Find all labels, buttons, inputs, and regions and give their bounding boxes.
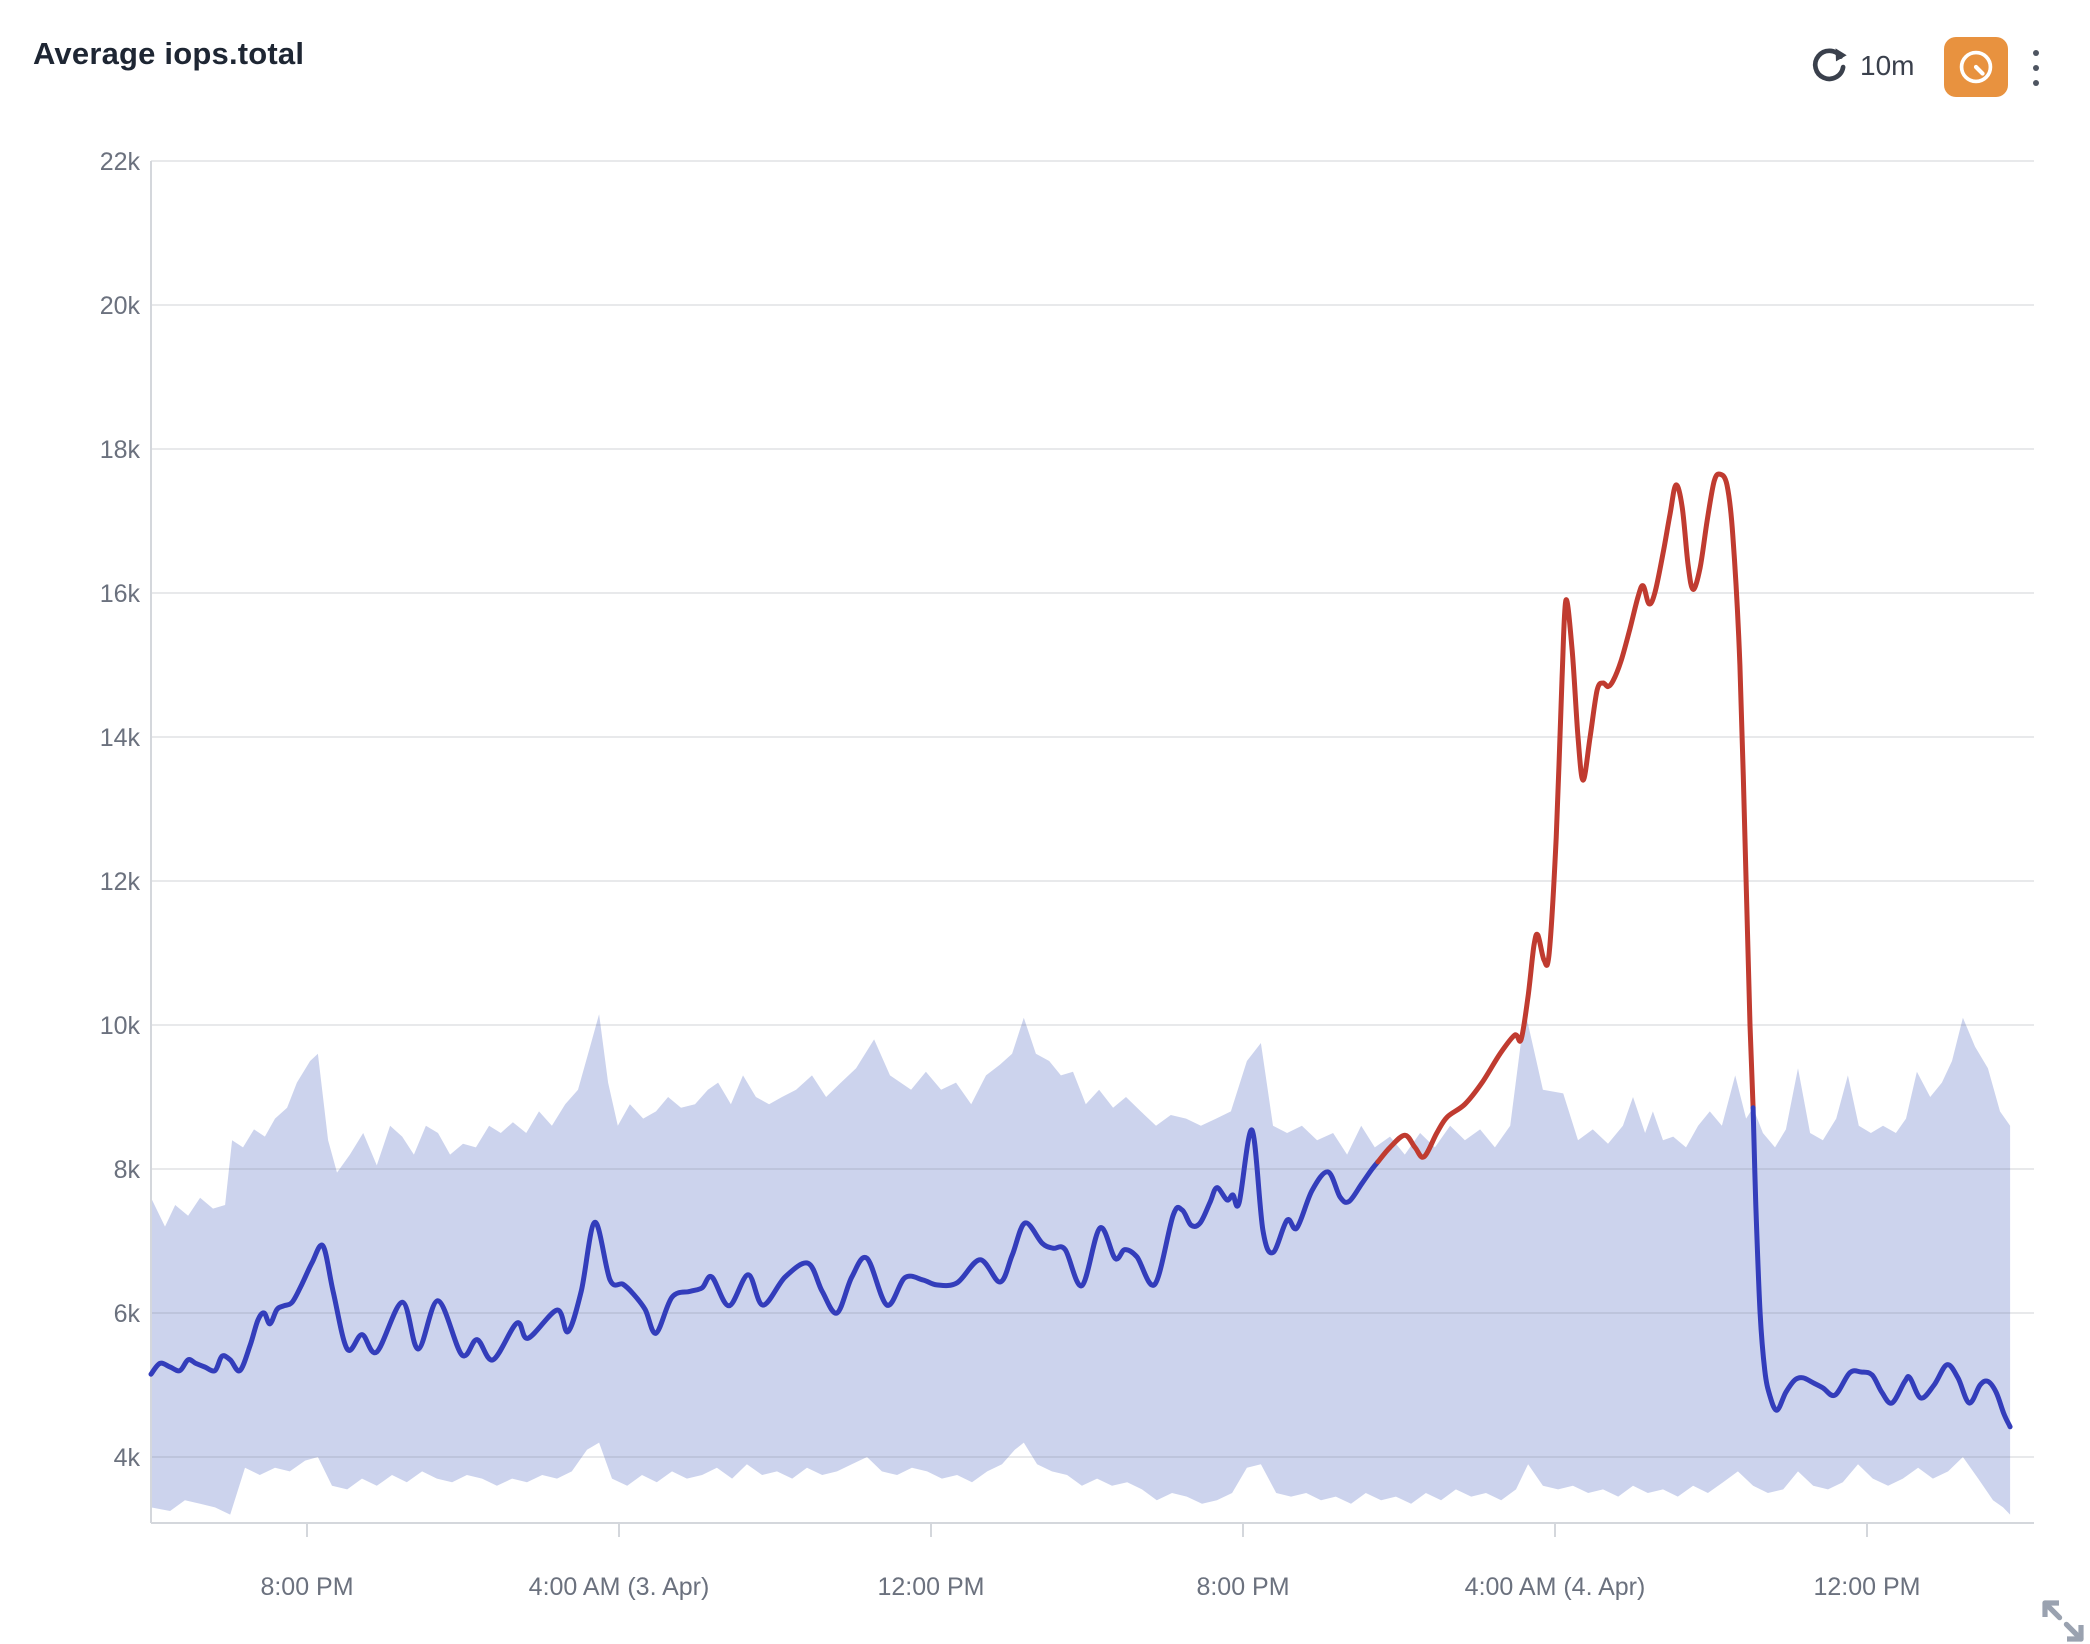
y-tick-label: 20k <box>100 292 141 320</box>
kebab-menu-icon <box>2033 80 2039 86</box>
y-tick-label: 8k <box>114 1156 141 1184</box>
expand-icon <box>2042 1600 2084 1642</box>
y-tick-label: 10k <box>100 1012 141 1040</box>
x-tick-label: 8:00 PM <box>1196 1573 1289 1601</box>
anomaly-line <box>1375 471 1756 1165</box>
x-tick-label: 12:00 PM <box>877 1573 984 1601</box>
x-tick-label: 8:00 PM <box>260 1573 353 1601</box>
expand-button[interactable] <box>2038 1598 2088 1644</box>
x-tick-label: 4:00 AM (3. Apr) <box>529 1573 710 1601</box>
y-tick-label: 4k <box>114 1444 141 1472</box>
actual-before-anomaly-line <box>148 1127 1381 1377</box>
y-tick-label: 18k <box>100 436 141 464</box>
y-tick-label: 12k <box>100 868 141 896</box>
y-tick-label: 16k <box>100 580 141 608</box>
clock-icon <box>1959 50 1993 84</box>
kebab-menu-icon <box>2033 50 2039 56</box>
panel-header: Average iops.total 10m <box>0 0 2090 104</box>
refresh-button[interactable] <box>1806 44 1850 88</box>
actual-after-anomaly-line <box>1750 1105 2013 1430</box>
panel-menu-button[interactable] <box>2021 40 2051 96</box>
refresh-icon <box>1812 48 1847 82</box>
refresh-interval-label[interactable]: 10m <box>1860 50 1915 81</box>
x-tick-label: 12:00 PM <box>1813 1573 1920 1601</box>
page-title: Average iops.total <box>33 36 305 71</box>
y-tick-label: 14k <box>100 724 141 752</box>
confidence-band <box>151 1010 2011 1515</box>
y-tick-label: 22k <box>100 148 141 176</box>
y-tick-label: 6k <box>114 1300 141 1328</box>
x-tick-label: 4:00 AM (4. Apr) <box>1465 1573 1646 1601</box>
time-range-button[interactable] <box>1944 37 2008 97</box>
kebab-menu-icon <box>2033 65 2039 71</box>
